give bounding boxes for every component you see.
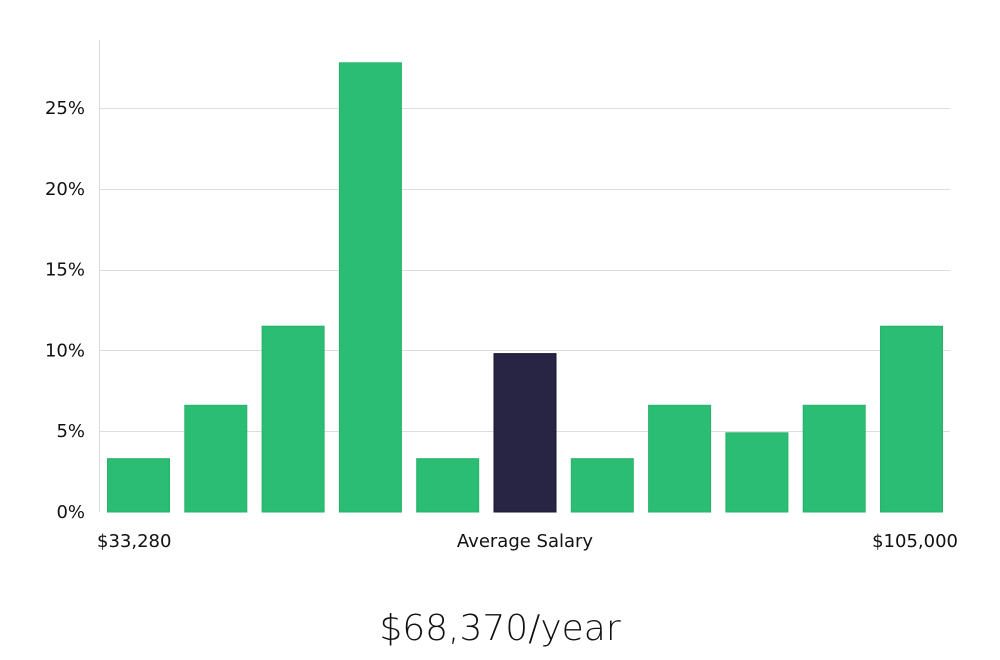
bar [648, 404, 712, 513]
y-tick-label: 20% [45, 179, 85, 200]
average-salary-value: $68,370/year [379, 608, 621, 649]
y-tick-label: 25% [45, 98, 85, 119]
bar-average-salary [493, 353, 557, 513]
salary-histogram: 0%5%10%15%20%25% $33,280 Average Salary … [45, 40, 958, 552]
bar [416, 458, 480, 513]
bar [184, 404, 248, 513]
x-label-min: $33,280 [97, 531, 171, 552]
bar [570, 458, 634, 513]
bar [338, 62, 402, 513]
x-label-max: $105,000 [872, 531, 958, 552]
bar [107, 458, 170, 513]
x-label-center: Average Salary [457, 531, 594, 552]
y-tick-label: 5% [56, 421, 85, 442]
y-tick-labels: 0% 5% 10% 15% 20% 25% [45, 98, 85, 523]
bar [725, 432, 789, 513]
bar [802, 404, 866, 513]
y-tick-label: 10% [45, 340, 85, 361]
y-tick-label: 15% [45, 260, 85, 281]
bar [261, 325, 325, 513]
bar [880, 325, 943, 513]
bars [107, 62, 943, 513]
y-tick-label: 0% [56, 502, 85, 523]
